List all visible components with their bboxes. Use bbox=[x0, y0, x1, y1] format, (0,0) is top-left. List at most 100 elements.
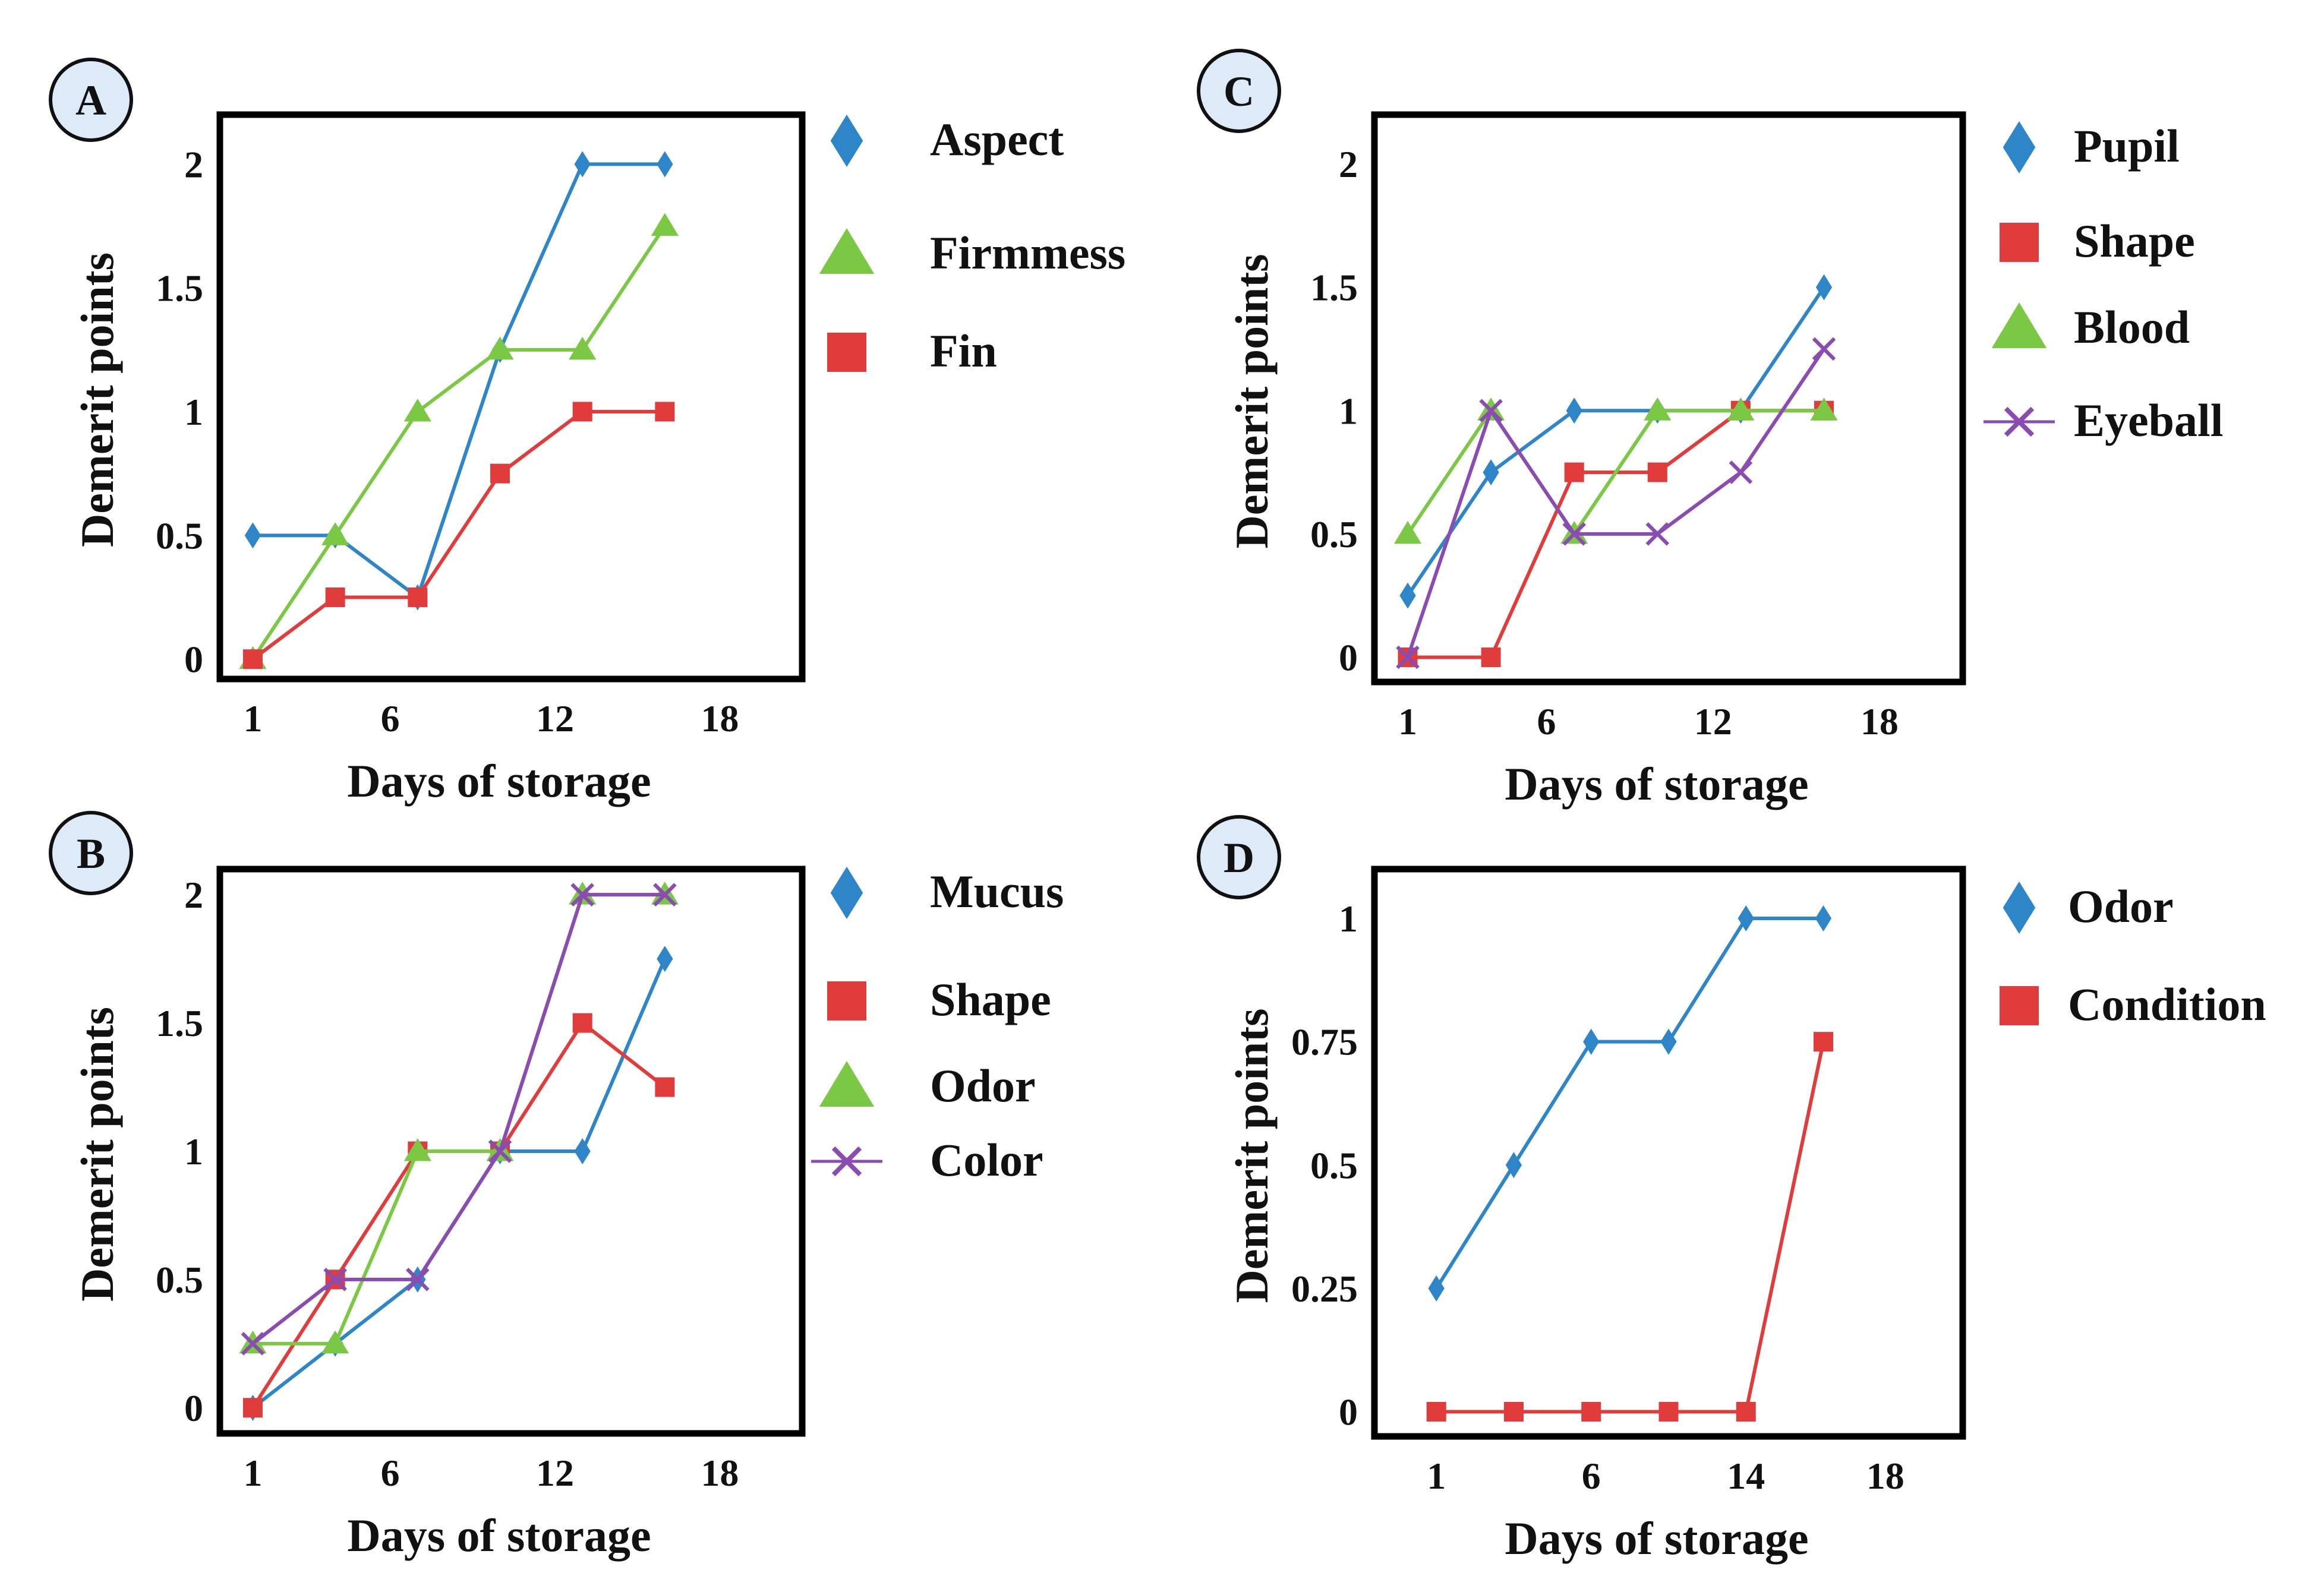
panel-a-legend-firmmess: Firmmess bbox=[819, 227, 1125, 279]
panel-c-y-tick-label: 1 bbox=[1339, 390, 1358, 432]
panel-a-series-fin-point bbox=[655, 402, 675, 422]
panel-a-series-fin-point bbox=[572, 402, 592, 422]
panel-b-series-color-point bbox=[241, 1332, 265, 1356]
panel-d-x-tick-label: 6 bbox=[1582, 1455, 1601, 1497]
panel-a-series-fin-point bbox=[490, 463, 510, 484]
panel-b-x-tick-label: 18 bbox=[701, 1452, 739, 1494]
panel-c-series-eyeball-point-stroke-b bbox=[1645, 522, 1670, 546]
panel-d-plot-frame bbox=[1371, 866, 1966, 1440]
panel-b-legend-color-swatch-icon bbox=[831, 1146, 862, 1177]
panel-d-y-tick-label: 0.5 bbox=[1310, 1144, 1358, 1186]
panel-c-legend-shape: Shape bbox=[2000, 215, 2195, 267]
panel-d-series-odor-point bbox=[1660, 1028, 1677, 1055]
panel-d-y-tick-label: 0 bbox=[1339, 1391, 1358, 1433]
panel-d-series-condition-point bbox=[1736, 1401, 1756, 1422]
panel-a-series-firmmess-line bbox=[251, 225, 667, 661]
panel-c-legend-shape-swatch-icon bbox=[2000, 223, 2039, 262]
panel-a-legend-firmmess-swatch-icon bbox=[819, 228, 875, 274]
panel-a-legend-aspect: Aspect bbox=[830, 113, 1064, 167]
panel-c-plot-frame bbox=[1371, 111, 1966, 686]
panel-b-series-shape-point bbox=[242, 1398, 263, 1418]
panel-b-x-tick-label: 12 bbox=[536, 1452, 574, 1494]
panel-c-series-eyeball bbox=[1396, 337, 1836, 669]
panel-a-legend-fin: Fin bbox=[827, 325, 997, 377]
panel-a-series-aspect-line bbox=[253, 162, 665, 599]
panel-b-letter: B bbox=[77, 830, 105, 877]
panel-a-series-aspect-point bbox=[574, 151, 591, 178]
panel-c-series-eyeball-point-stroke-b bbox=[1729, 460, 1753, 484]
panel-c-legend: Pupil Shape Blood Eyeball bbox=[1984, 120, 2223, 446]
panel-b-legend-odor-swatch-icon bbox=[819, 1061, 875, 1107]
panel-b-y-axis-title: Demerit points bbox=[71, 1007, 123, 1302]
panel-a-series-firmmess-point bbox=[569, 336, 597, 360]
panel-c-legend-pupil: Pupil bbox=[2003, 120, 2180, 173]
panel-c-series-shape-point bbox=[1481, 647, 1501, 667]
panel-c-letter-badge: C bbox=[1197, 49, 1281, 133]
panel-d-series-odor bbox=[1428, 905, 1832, 1302]
panel-c-series-blood-point bbox=[1810, 397, 1838, 421]
panel-a-legend-aspect-label: Aspect bbox=[930, 113, 1064, 165]
panel-a-legend-fin-label: Fin bbox=[930, 325, 997, 377]
panel-c-legend-blood-label: Blood bbox=[2074, 301, 2190, 353]
panel-b-legend-odor: Odor bbox=[819, 1060, 1036, 1111]
panel-c-series-eyeball-point bbox=[1562, 522, 1587, 546]
panel-b-legend-color: Color bbox=[811, 1134, 1043, 1186]
panel-b-x-tick-label: 6 bbox=[381, 1452, 400, 1494]
panel-c-x-tick-label: 1 bbox=[1398, 700, 1417, 743]
panel-a-letter: A bbox=[75, 77, 106, 124]
panel-a-series-fin-line bbox=[251, 410, 665, 661]
panel-c-y-tick-label: 0 bbox=[1339, 636, 1358, 678]
panel-b-x-tick-label: 1 bbox=[243, 1452, 262, 1494]
panel-b-series-mucus-point bbox=[657, 946, 673, 972]
panel-b-y-tick-label: 0.5 bbox=[156, 1259, 203, 1301]
panel-c-legend-eyeball-swatch-icon bbox=[2004, 406, 2035, 437]
panel-c-series-pupil-point bbox=[1483, 459, 1499, 486]
panel-d-series-condition-point bbox=[1581, 1401, 1601, 1422]
panel-d-series-condition-point bbox=[1814, 1032, 1834, 1052]
panel-d-x-tick-label: 1 bbox=[1427, 1455, 1446, 1497]
panel-d-letter-badge: D bbox=[1197, 815, 1281, 899]
panel-c-x-tick-label: 12 bbox=[1694, 700, 1732, 743]
panel-d-series-odor-line bbox=[1434, 917, 1824, 1290]
panel-c-series-shape-point bbox=[1564, 462, 1584, 482]
panel-a-series-fin-point bbox=[242, 649, 263, 669]
panel-c-series-pupil-line bbox=[1406, 286, 1825, 597]
panel-a-letter-badge: A bbox=[49, 58, 133, 142]
panel-b-series-color-line bbox=[251, 893, 665, 1346]
panel-c-letter: C bbox=[1224, 68, 1254, 115]
panel-a-series-aspect-point bbox=[657, 151, 673, 178]
panel-b-series-color-point bbox=[406, 1268, 430, 1291]
panel-a-x-tick-label: 18 bbox=[701, 697, 739, 740]
panel-b-series-shape-point bbox=[655, 1077, 675, 1097]
panel-d-legend-condition: Condition bbox=[2000, 978, 2266, 1030]
panel-b-letter-circle bbox=[49, 811, 133, 895]
panel-b-legend: Mucus Shape Odor Color bbox=[811, 866, 1064, 1186]
panel-b-legend-mucus: Mucus bbox=[830, 866, 1064, 919]
panel-a-legend-aspect-swatch-icon bbox=[830, 115, 863, 167]
panel-b-series-color-point bbox=[653, 883, 677, 907]
panel-c-legend-pupil-label: Pupil bbox=[2074, 120, 2180, 172]
panel-c-series-eyeball-point-stroke-b bbox=[1562, 522, 1587, 546]
panel-b-legend-color-swatch-icon-stroke-b bbox=[831, 1146, 862, 1177]
panel-d-series-odor-point bbox=[1583, 1028, 1600, 1055]
panel-a-letter-circle bbox=[49, 58, 133, 142]
panel-a-plot-frame bbox=[216, 111, 806, 683]
panel-c-y-tick-label: 2 bbox=[1339, 143, 1358, 185]
panel-d-series-odor-point bbox=[1428, 1275, 1445, 1302]
panel-b-legend-odor-label: Odor bbox=[930, 1060, 1036, 1111]
panel-d-y-tick-label: 0.25 bbox=[1291, 1268, 1358, 1310]
panel-d-legend-odor-swatch-icon bbox=[2003, 882, 2036, 934]
panel-a-series-fin-point bbox=[408, 588, 428, 607]
panel-c-x-axis-title: Days of storage bbox=[1505, 758, 1808, 810]
panel-a-series-fin-point bbox=[325, 588, 345, 607]
panel-c-series-pupil-point bbox=[1815, 274, 1833, 301]
panel-d-series-condition bbox=[1426, 1032, 1834, 1422]
panel-c-series-pupil-point bbox=[1399, 582, 1416, 609]
panel-b-series-mucus-point bbox=[574, 1138, 591, 1164]
panel-a-series-aspect-point bbox=[244, 522, 261, 549]
panel-d-series-condition-point bbox=[1658, 1401, 1679, 1422]
panel-c-legend-eyeball-label: Eyeball bbox=[2074, 394, 2223, 446]
panel-c-series-shape-point bbox=[1647, 462, 1667, 482]
panel-a-x-tick-label: 12 bbox=[536, 697, 574, 740]
